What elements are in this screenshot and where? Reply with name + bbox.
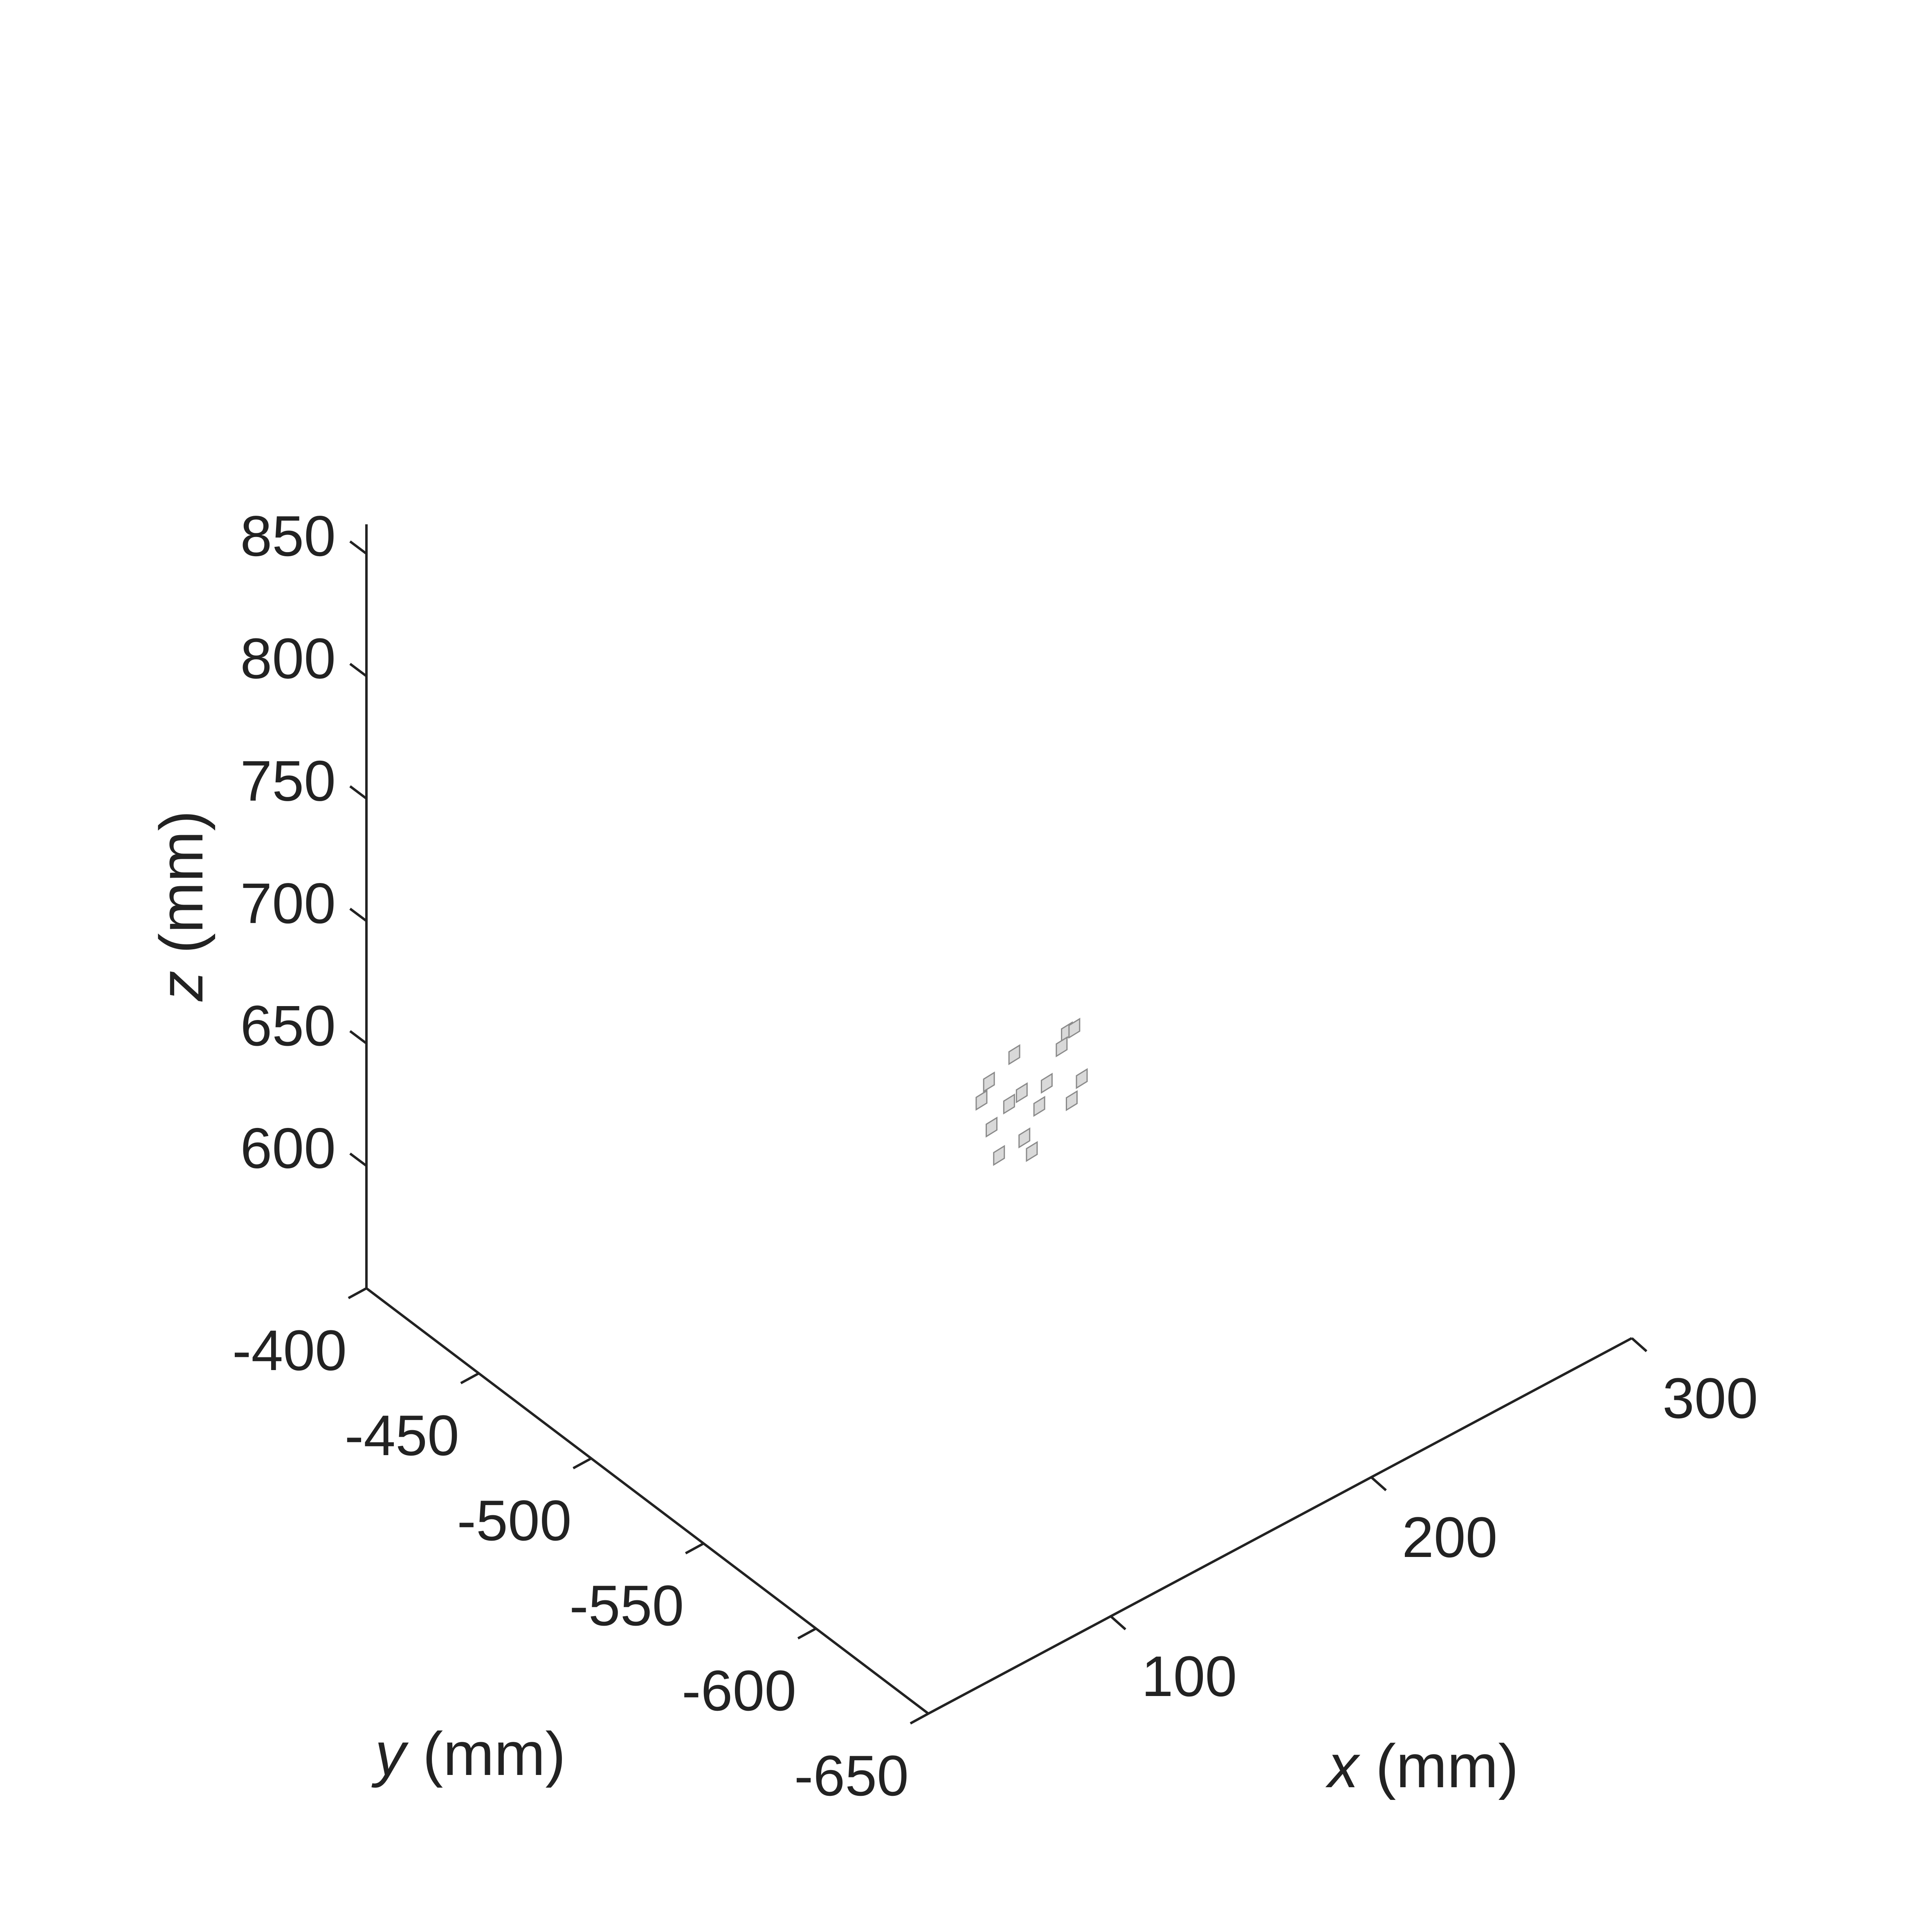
data-point bbox=[1056, 1036, 1068, 1058]
x-axis-ticks: 100 200 300 bbox=[1110, 1337, 1758, 1708]
z-tick-label: 750 bbox=[240, 749, 336, 813]
data-point bbox=[1066, 1090, 1078, 1111]
data-point bbox=[1015, 1082, 1028, 1103]
data-point bbox=[983, 1071, 995, 1093]
y-tick-mark bbox=[348, 1287, 367, 1299]
x-tick-label: 200 bbox=[1402, 1505, 1498, 1569]
x-tick-mark bbox=[1370, 1476, 1387, 1492]
y-axis-title: y (mm) bbox=[371, 1719, 566, 1788]
y-tick-mark bbox=[910, 1712, 929, 1725]
z-tick-mark bbox=[349, 908, 367, 922]
data-point bbox=[1068, 1018, 1081, 1039]
y-tick-mark bbox=[573, 1457, 592, 1469]
data-point bbox=[1026, 1141, 1038, 1162]
data-point bbox=[1008, 1044, 1020, 1065]
z-tick-label: 700 bbox=[240, 871, 336, 935]
z-axis-ticks: 600 650 700 750 800 850 bbox=[240, 504, 367, 1180]
y-tick-label: -550 bbox=[569, 1573, 684, 1638]
x-axis-title: x (mm) bbox=[1325, 1732, 1519, 1800]
z-tick-mark bbox=[349, 1030, 367, 1045]
y-tick-label: -400 bbox=[232, 1318, 347, 1382]
y-tick-mark bbox=[460, 1372, 480, 1384]
data-point bbox=[1040, 1073, 1053, 1094]
data-point bbox=[1003, 1093, 1015, 1115]
z-tick-mark bbox=[349, 1152, 367, 1167]
data-point bbox=[1018, 1127, 1031, 1149]
y-axis-ticks: -400 -450 -500 -550 -600 -650 bbox=[232, 1287, 929, 1808]
z-tick-label: 800 bbox=[240, 626, 336, 690]
y-tick-label: -600 bbox=[682, 1658, 796, 1723]
data-point bbox=[1033, 1096, 1045, 1117]
y-tick-label: -500 bbox=[457, 1488, 571, 1552]
y-tick-label: -450 bbox=[345, 1403, 459, 1467]
x-tick-mark bbox=[1110, 1615, 1126, 1631]
x-axis-line bbox=[928, 1337, 1633, 1715]
z-tick-mark bbox=[349, 663, 367, 677]
data-point bbox=[975, 1090, 988, 1111]
z-tick-label: 850 bbox=[240, 504, 336, 568]
data-point bbox=[986, 1117, 998, 1138]
x-tick-label: 300 bbox=[1662, 1366, 1758, 1430]
x-tick-mark bbox=[1631, 1337, 1647, 1352]
y-tick-mark bbox=[685, 1542, 704, 1555]
x-tick-label: 100 bbox=[1141, 1644, 1237, 1708]
z-tick-mark bbox=[349, 540, 367, 555]
y-tick-mark bbox=[797, 1627, 817, 1640]
z-tick-mark bbox=[349, 785, 367, 800]
data-point bbox=[993, 1145, 1005, 1166]
z-axis-title: z (mm) bbox=[147, 811, 216, 1002]
data-point bbox=[1076, 1068, 1088, 1090]
y-tick-label: -650 bbox=[794, 1743, 909, 1808]
z-tick-label: 650 bbox=[240, 993, 336, 1058]
data-points bbox=[975, 1018, 1088, 1166]
y-axis-line bbox=[366, 1287, 929, 1715]
z-tick-label: 600 bbox=[240, 1116, 336, 1180]
